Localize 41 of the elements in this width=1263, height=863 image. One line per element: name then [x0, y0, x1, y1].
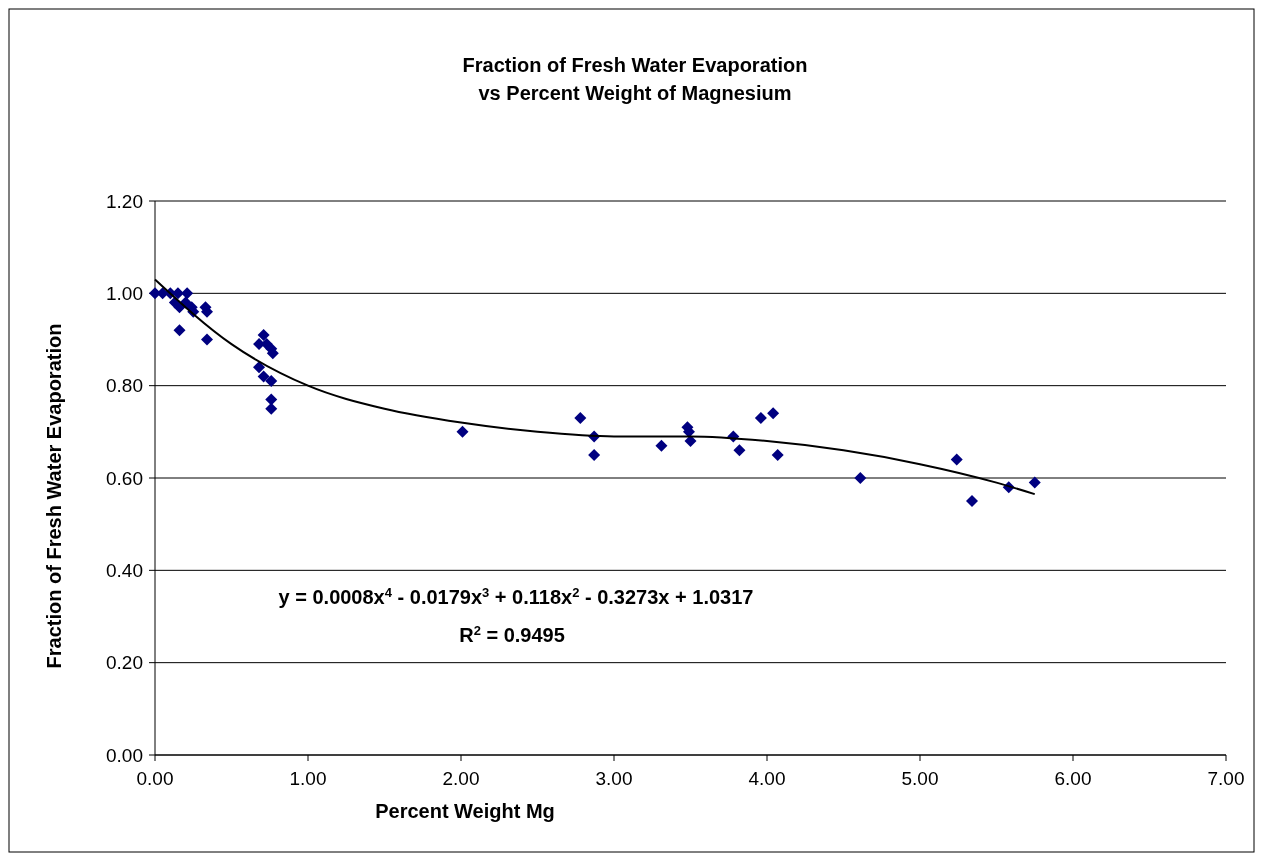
x-axis-title: Percent Weight Mg: [375, 800, 555, 822]
x-tick-label: 1.00: [289, 768, 327, 789]
x-tick-label: 7.00: [1207, 768, 1245, 789]
annotation: R$^{2}$ = 0.9495: [459, 622, 565, 646]
point: [588, 448, 601, 461]
point: [771, 448, 784, 461]
point: [854, 472, 867, 484]
point: [257, 370, 270, 383]
point: [253, 361, 266, 374]
point: [574, 411, 587, 424]
y-tick-label: 1.20: [106, 190, 143, 212]
point: [684, 435, 697, 448]
point: [966, 495, 979, 508]
point: [456, 425, 469, 438]
point: [265, 375, 278, 388]
x-tick-label: 0.00: [136, 768, 174, 789]
point: [733, 444, 746, 457]
x-tick-label: 5.00: [901, 768, 939, 789]
y-tick-label: 0.60: [106, 467, 143, 489]
x-tick-label: 2.00: [442, 768, 480, 789]
y-tick-label: 0.80: [106, 375, 143, 397]
y-tick-label: 1.00: [106, 282, 143, 304]
x-tick-label: 6.00: [1054, 768, 1092, 789]
x-tick-label: 4.00: [748, 768, 786, 789]
point: [173, 324, 186, 337]
y-tick-label: 0.20: [106, 652, 143, 674]
y-tick-label: 0.40: [106, 559, 143, 581]
point: [1028, 476, 1041, 489]
point: [950, 453, 963, 466]
point: [265, 393, 278, 406]
point: [655, 439, 668, 452]
chart-title: Fraction of Fresh Water Evaporation vs Percent Weight of Magnesium: [462, 54, 808, 104]
annotation: y = 0.0008x$^{4}$ - 0.0179x$^{3}$ + 0.118x$^{2}$ - 0.3273x + 1.0317: [278, 584, 754, 608]
x-tick-label: 3.00: [595, 768, 633, 789]
y-axis-title: Fraction of Fresh Water Evaporation: [43, 323, 65, 669]
y-tick-label: 0.00: [106, 744, 143, 766]
point: [257, 328, 270, 341]
point: [767, 407, 780, 420]
point: [201, 333, 214, 346]
point: [181, 287, 194, 300]
point: [754, 411, 767, 424]
